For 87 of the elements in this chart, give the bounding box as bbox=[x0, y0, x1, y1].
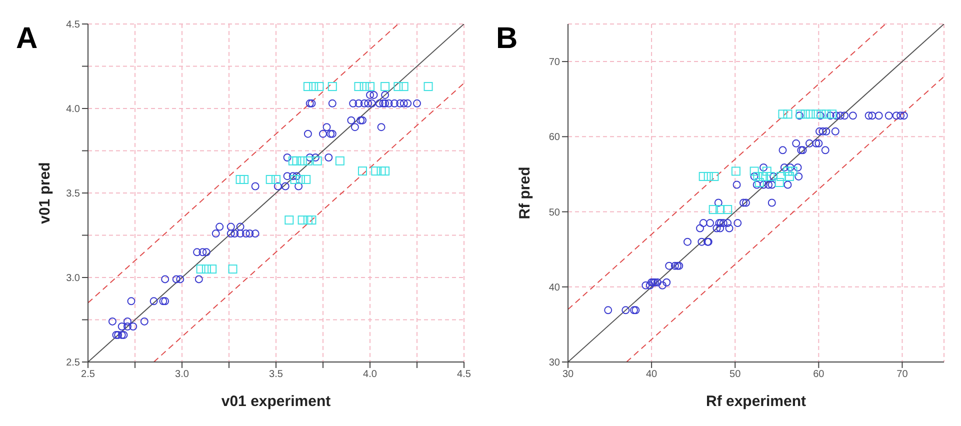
point bbox=[698, 172, 708, 181]
x-tick-label: 70 bbox=[896, 369, 908, 380]
point bbox=[424, 82, 433, 92]
text: 3.0 bbox=[175, 369, 189, 380]
point bbox=[290, 174, 300, 184]
x-tick-label: 30 bbox=[562, 369, 574, 380]
point bbox=[806, 110, 815, 119]
x-tick-label: 60 bbox=[813, 369, 825, 380]
point bbox=[360, 82, 369, 92]
x-tick-label: 2.5 bbox=[81, 369, 96, 380]
point bbox=[783, 166, 792, 176]
point bbox=[723, 205, 732, 214]
y-tick-label: 70 bbox=[548, 57, 560, 68]
point bbox=[380, 166, 390, 176]
point bbox=[710, 172, 719, 181]
y-axis-title: Rf pred bbox=[516, 166, 534, 220]
point bbox=[266, 174, 275, 184]
point bbox=[302, 174, 311, 184]
point bbox=[284, 216, 294, 225]
point bbox=[783, 110, 792, 119]
x-tick-label: 40 bbox=[646, 369, 658, 380]
y-tick-label: 3.5 bbox=[66, 188, 80, 200]
point bbox=[292, 156, 302, 166]
point bbox=[380, 82, 390, 92]
point bbox=[753, 172, 762, 181]
point bbox=[307, 216, 316, 225]
point bbox=[704, 172, 713, 181]
y-tick-label: 30 bbox=[548, 358, 560, 369]
point bbox=[716, 205, 725, 214]
point bbox=[303, 216, 312, 225]
point bbox=[822, 110, 831, 119]
point bbox=[394, 82, 403, 92]
point bbox=[776, 172, 786, 181]
point bbox=[399, 82, 408, 92]
point bbox=[288, 156, 298, 166]
chart-title: B bbox=[496, 22, 518, 56]
point bbox=[376, 166, 386, 176]
point bbox=[202, 264, 211, 274]
y-tick-label: 4.5 bbox=[66, 20, 80, 31]
point bbox=[314, 82, 324, 92]
point bbox=[240, 174, 249, 184]
text: 3.0 bbox=[66, 273, 80, 284]
point bbox=[303, 156, 312, 166]
point bbox=[298, 216, 307, 225]
point bbox=[828, 110, 837, 119]
y-axis-title: v01 pred bbox=[36, 162, 54, 224]
point bbox=[366, 82, 374, 92]
point bbox=[208, 264, 217, 274]
point bbox=[784, 172, 794, 181]
y-tick-label: 50 bbox=[548, 207, 560, 218]
text: 4.0 bbox=[363, 369, 377, 380]
x-axis-title: v01 experiment bbox=[221, 393, 331, 410]
x-tick-label: 3.5 bbox=[269, 369, 284, 380]
point bbox=[228, 264, 238, 274]
point bbox=[236, 174, 245, 184]
point bbox=[759, 172, 768, 181]
point bbox=[312, 156, 322, 166]
point bbox=[766, 172, 775, 181]
point bbox=[750, 166, 759, 176]
point bbox=[708, 205, 718, 214]
point bbox=[371, 166, 380, 176]
point bbox=[812, 110, 821, 119]
point bbox=[335, 156, 344, 166]
text: 4.0 bbox=[66, 104, 80, 116]
x-tick-label: 50 bbox=[730, 369, 742, 380]
point bbox=[774, 178, 784, 187]
point bbox=[303, 82, 312, 92]
x-axis-title: Rf experiment bbox=[706, 393, 806, 410]
point bbox=[778, 110, 788, 119]
x-tick-label: 4.5 bbox=[457, 369, 472, 380]
point bbox=[788, 166, 798, 176]
point bbox=[754, 178, 764, 187]
point bbox=[196, 264, 206, 274]
point bbox=[358, 166, 367, 176]
point bbox=[762, 166, 772, 176]
y-tick-label: 40 bbox=[548, 282, 560, 294]
point bbox=[354, 82, 364, 92]
point bbox=[800, 110, 810, 119]
y-tick-label: 60 bbox=[548, 132, 560, 144]
chart-title: A bbox=[16, 22, 38, 56]
point bbox=[296, 174, 305, 184]
point bbox=[309, 82, 318, 92]
point bbox=[328, 82, 337, 92]
point bbox=[731, 166, 740, 176]
point bbox=[272, 174, 280, 184]
y-tick-label: 2.5 bbox=[66, 358, 80, 369]
point bbox=[298, 156, 307, 166]
